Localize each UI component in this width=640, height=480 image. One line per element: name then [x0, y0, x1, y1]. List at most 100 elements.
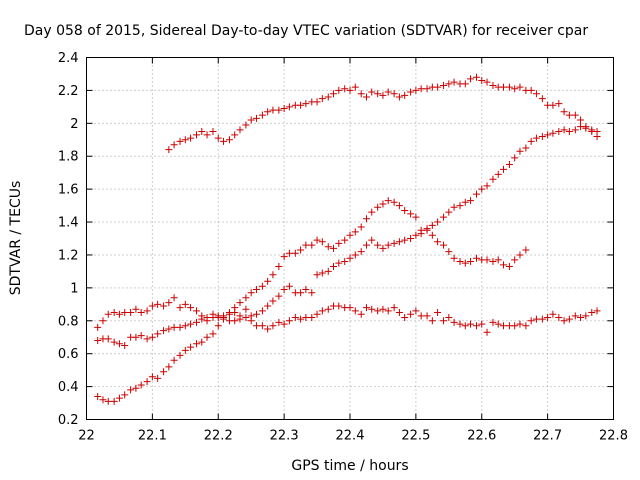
data-point — [214, 134, 222, 142]
data-point — [115, 310, 123, 318]
data-points — [94, 73, 601, 405]
data-point — [582, 124, 590, 132]
data-point — [384, 241, 392, 249]
data-point — [401, 313, 409, 321]
data-point — [527, 86, 535, 94]
data-point — [181, 136, 189, 144]
x-tick-label: 22 — [78, 429, 95, 444]
data-point — [390, 90, 398, 98]
data-point — [193, 340, 201, 348]
data-point — [220, 137, 228, 145]
data-point — [499, 165, 507, 173]
data-point — [412, 307, 420, 315]
series-1 — [165, 73, 601, 154]
y-tick-label: 0.4 — [58, 380, 79, 395]
data-point — [456, 258, 464, 266]
data-point — [170, 323, 178, 331]
data-point — [434, 218, 442, 226]
data-point — [461, 198, 469, 206]
data-point — [351, 83, 359, 91]
data-point — [308, 313, 316, 321]
data-point — [209, 128, 217, 136]
data-point — [522, 144, 530, 152]
data-point — [209, 310, 217, 318]
data-point — [110, 397, 118, 405]
data-point — [115, 340, 123, 348]
data-point — [390, 239, 398, 247]
data-point — [560, 108, 568, 116]
y-tick-label: 0.2 — [58, 413, 79, 428]
data-point — [313, 310, 321, 318]
data-point — [302, 241, 310, 249]
data-point — [209, 330, 217, 338]
data-point — [395, 93, 403, 101]
data-point — [434, 238, 442, 246]
x-tick-label: 22.2 — [204, 429, 233, 444]
data-point — [516, 251, 524, 259]
data-point — [335, 86, 343, 94]
data-point — [401, 236, 409, 244]
data-point — [236, 299, 244, 307]
data-point — [308, 289, 316, 297]
data-point — [445, 208, 453, 216]
data-point — [341, 85, 349, 93]
data-point — [252, 286, 260, 294]
data-point — [417, 312, 425, 320]
data-point — [516, 83, 524, 91]
data-point — [187, 304, 195, 312]
y-tick-label: 1.2 — [58, 248, 79, 263]
data-point — [318, 269, 326, 277]
series-4 — [94, 294, 601, 336]
data-point — [450, 254, 458, 262]
data-point — [203, 333, 211, 341]
data-point — [280, 253, 288, 261]
data-point — [577, 116, 585, 124]
data-point — [252, 322, 260, 330]
data-point — [368, 208, 376, 216]
data-point — [324, 305, 332, 313]
data-point — [483, 78, 491, 86]
data-point — [379, 244, 387, 252]
y-tick-label: 1.4 — [58, 216, 79, 231]
data-point — [291, 249, 299, 257]
data-point — [428, 317, 436, 325]
data-point — [412, 86, 420, 94]
data-point — [181, 322, 189, 330]
data-point — [193, 307, 201, 315]
data-point — [357, 223, 365, 231]
data-point — [505, 83, 513, 91]
data-point — [571, 111, 579, 119]
data-point — [99, 396, 107, 404]
data-point — [483, 256, 491, 264]
data-point — [198, 312, 206, 320]
chart-title: Day 058 of 2015, Sidereal Day-to-day VTE… — [24, 23, 588, 39]
data-point — [384, 307, 392, 315]
data-point — [165, 299, 173, 307]
data-point — [440, 241, 448, 249]
data-point — [176, 137, 184, 145]
x-axis-title: GPS time / hours — [291, 458, 408, 474]
data-point — [170, 356, 178, 364]
data-point — [154, 374, 162, 382]
data-point — [549, 129, 557, 137]
data-point — [302, 313, 310, 321]
data-point — [401, 91, 409, 99]
data-point — [362, 93, 370, 101]
data-point — [379, 91, 387, 99]
plot-frame — [86, 57, 614, 420]
data-point — [148, 373, 156, 381]
data-point — [489, 318, 497, 326]
data-point — [302, 100, 310, 108]
data-point — [511, 154, 519, 162]
data-point — [252, 310, 260, 318]
data-point — [148, 333, 156, 341]
data-point — [236, 126, 244, 134]
data-point — [297, 101, 305, 109]
data-point — [483, 328, 491, 336]
data-point — [115, 394, 123, 402]
y-tick-label: 2.2 — [58, 84, 79, 99]
data-point — [450, 78, 458, 86]
data-point — [341, 236, 349, 244]
data-point — [522, 246, 530, 254]
data-point — [560, 317, 568, 325]
